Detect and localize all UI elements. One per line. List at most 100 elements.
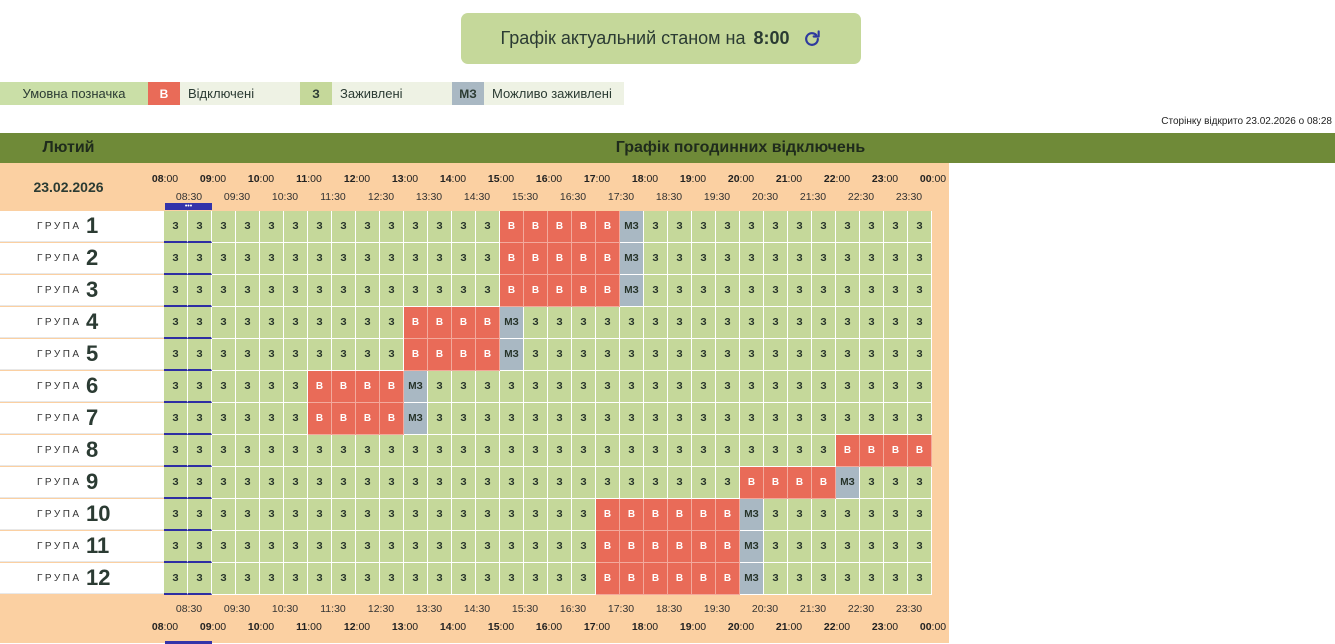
current-time-marker: ••• xyxy=(165,203,212,210)
schedule-cell: З xyxy=(500,403,524,435)
schedule-cell: З xyxy=(284,307,308,339)
schedule-cell: З xyxy=(740,307,764,339)
schedule-cell: З xyxy=(860,339,884,371)
schedule-cell: З xyxy=(548,435,572,467)
group-number: 4 xyxy=(86,309,99,334)
schedule-cell: З xyxy=(668,467,692,499)
schedule-cell: З xyxy=(836,403,860,435)
schedule-cell: З xyxy=(284,499,308,531)
schedule-cell: В xyxy=(620,563,644,595)
schedule-cell: З xyxy=(260,467,284,499)
half-hour-label: 14:30 xyxy=(463,191,491,203)
schedule-cell: З xyxy=(860,563,884,595)
schedule-cell: З xyxy=(860,275,884,307)
schedule-cell: З xyxy=(788,339,812,371)
group-word: ГРУПА xyxy=(37,412,82,424)
schedule-cell: З xyxy=(404,211,428,243)
schedule-cell: З xyxy=(596,403,620,435)
schedule-cell: З xyxy=(236,403,260,435)
schedule-cell: З xyxy=(692,211,716,243)
hour-label: 22:00 xyxy=(823,173,851,185)
schedule-cell: З xyxy=(596,339,620,371)
schedule-cell: З xyxy=(428,211,452,243)
schedule-cell: МЗ xyxy=(740,563,764,595)
schedule-cell: З xyxy=(788,531,812,563)
schedule-cell: З xyxy=(812,339,836,371)
half-hour-label-bottom: 19:30 xyxy=(703,603,731,615)
schedule-cell: З xyxy=(572,435,596,467)
schedule-cell: З xyxy=(164,435,188,467)
half-hour-label: 20:30 xyxy=(751,191,779,203)
half-hour-label-bottom: 15:30 xyxy=(511,603,539,615)
schedule-cell: З xyxy=(164,307,188,339)
hour-label-bottom: 11:00 xyxy=(296,621,322,633)
half-hour-label: 11:30 xyxy=(320,191,346,203)
half-hour-label: 13:30 xyxy=(415,191,443,203)
schedule-cell: З xyxy=(164,467,188,499)
schedule-cell: З xyxy=(236,275,260,307)
schedule-cell: З xyxy=(860,403,884,435)
schedule-cell: В xyxy=(404,307,428,339)
schedule-cell: З xyxy=(476,467,500,499)
schedule-cell: З xyxy=(764,371,788,403)
schedule-cell: З xyxy=(236,307,260,339)
schedule-cell: В xyxy=(788,467,812,499)
schedule-cell: З xyxy=(572,371,596,403)
schedule-cell: З xyxy=(164,531,188,563)
group-word: ГРУПА xyxy=(37,252,82,264)
group-number: 8 xyxy=(86,437,99,462)
schedule-cell: В xyxy=(500,275,524,307)
schedule-cell: З xyxy=(788,499,812,531)
schedule-cell: З xyxy=(836,243,860,275)
schedule-cell: З xyxy=(548,307,572,339)
schedule-cell: З xyxy=(452,243,476,275)
schedule-cell: З xyxy=(788,435,812,467)
half-hour-label-bottom: 10:30 xyxy=(271,603,299,615)
schedule-cell: З xyxy=(620,307,644,339)
half-hour-label: 16:30 xyxy=(559,191,587,203)
schedule-cell: З xyxy=(404,531,428,563)
schedule-cell: МЗ xyxy=(740,499,764,531)
schedule-cell: З xyxy=(476,211,500,243)
group-word: ГРУПА xyxy=(37,444,82,456)
schedule-cell: З xyxy=(668,307,692,339)
schedule-cell: З xyxy=(164,275,188,307)
hour-label-bottom: 12:00 xyxy=(343,621,371,633)
schedule-cell: З xyxy=(308,339,332,371)
schedule-cell: З xyxy=(668,403,692,435)
schedule-cell: З xyxy=(740,211,764,243)
schedule-cell: З xyxy=(380,307,404,339)
schedule-cell: В xyxy=(452,339,476,371)
schedule-cell: З xyxy=(356,243,380,275)
refresh-icon[interactable] xyxy=(802,29,822,49)
schedule-cell: В xyxy=(572,243,596,275)
schedule-cell: З xyxy=(884,211,908,243)
half-hour-label: 18:30 xyxy=(655,191,683,203)
schedule-cell: З xyxy=(788,243,812,275)
schedule-cell: З xyxy=(620,435,644,467)
schedule-date: 23.02.2026 xyxy=(33,179,104,195)
page-opened-timestamp: Сторінку відкрито 23.02.2026 о 08:28 xyxy=(1161,116,1332,127)
group-word: ГРУПА xyxy=(37,572,82,584)
schedule-cell: В xyxy=(476,307,500,339)
hour-label-bottom: 14:00 xyxy=(439,621,467,633)
schedule-cell: З xyxy=(764,275,788,307)
schedule-cell: З xyxy=(764,243,788,275)
schedule-cell: З xyxy=(716,243,740,275)
group-number: 9 xyxy=(86,469,99,494)
schedule-cell: З xyxy=(380,435,404,467)
schedule-cell: В xyxy=(764,467,788,499)
schedule-cell: З xyxy=(884,275,908,307)
group-number: 3 xyxy=(86,277,99,302)
schedule-cell: З xyxy=(908,211,932,243)
schedule-cell: З xyxy=(308,307,332,339)
schedule-cell: В xyxy=(668,563,692,595)
schedule-cell: З xyxy=(908,563,932,595)
schedule-cell: В xyxy=(692,499,716,531)
schedule-cell: В xyxy=(860,435,884,467)
schedule-cell: В xyxy=(596,531,620,563)
group-word: ГРУПА xyxy=(37,476,82,488)
schedule-cell: З xyxy=(284,467,308,499)
schedule-cell: З xyxy=(524,467,548,499)
legend-label-on: Заживлені xyxy=(332,82,452,105)
